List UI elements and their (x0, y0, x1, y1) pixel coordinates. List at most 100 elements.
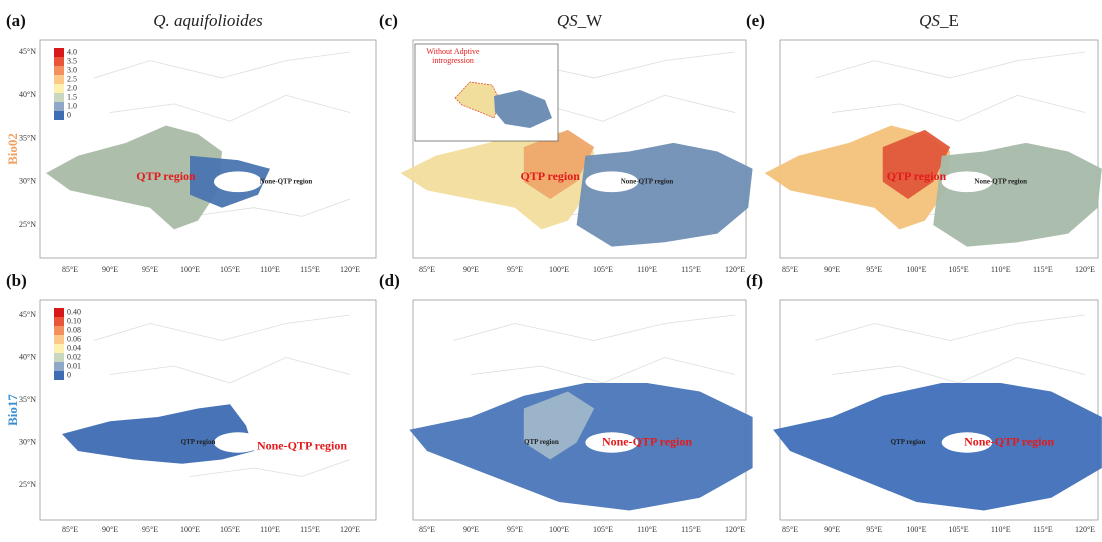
lon-tick-label: 90°E (824, 525, 840, 534)
legend-label: 1.5 (67, 92, 77, 101)
legend-label: 3.5 (67, 56, 77, 65)
legend-swatch (54, 371, 64, 380)
map-panel (765, 40, 1102, 258)
legend-label: 0.10 (67, 316, 81, 325)
lon-tick-label: 120°E (725, 525, 745, 534)
lon-tick-label: 90°E (102, 265, 118, 274)
qtp-label: QTP region (891, 438, 926, 446)
row-label: Bio02 (5, 133, 20, 165)
lon-tick-label: 85°E (782, 265, 798, 274)
lon-tick-label: 120°E (1075, 525, 1095, 534)
lat-tick-label: 40°N (19, 352, 36, 361)
basin-hole (214, 171, 262, 192)
lon-tick-label: 100°E (180, 265, 200, 274)
lon-tick-label: 100°E (549, 265, 569, 274)
title-part: _W (577, 11, 604, 30)
non-qtp-label: None-QTP region (602, 434, 692, 448)
basin-hole (214, 432, 262, 452)
legend-label: 3.0 (67, 65, 77, 74)
lon-tick-label: 120°E (725, 265, 745, 274)
legend-swatch (54, 308, 64, 317)
lon-tick-label: 95°E (866, 265, 882, 274)
panel-title: QS_W (557, 11, 603, 30)
panel-label: (d) (379, 271, 400, 290)
lon-tick-label: 100°E (180, 525, 200, 534)
lon-tick-label: 120°E (340, 525, 360, 534)
qtp-label: QTP region (181, 438, 216, 446)
lon-tick-label: 115°E (300, 265, 320, 274)
lon-tick-label: 115°E (1033, 525, 1053, 534)
lon-tick-label: 85°E (782, 525, 798, 534)
non-qtp-label: None-QTP region (257, 439, 347, 453)
lon-tick-label: 85°E (62, 525, 78, 534)
legend-swatch (54, 66, 64, 75)
lon-tick-label: 110°E (637, 525, 657, 534)
legend-swatch (54, 353, 64, 362)
lon-tick-label: 105°E (593, 265, 613, 274)
lon-tick-label: 90°E (463, 265, 479, 274)
lon-tick-label: 105°E (220, 265, 240, 274)
legend-swatch (54, 93, 64, 102)
legend-label: 0.06 (67, 334, 81, 343)
lon-tick-label: 105°E (949, 525, 969, 534)
map-panel (40, 300, 376, 520)
panel-title: Q. aquifolioides (153, 11, 263, 30)
lon-tick-label: 115°E (300, 525, 320, 534)
title-part: Q. aquifolioides (153, 11, 263, 30)
lat-tick-label: 45°N (19, 310, 36, 319)
lon-tick-label: 100°E (549, 525, 569, 534)
panel-label: (e) (746, 11, 765, 30)
lat-tick-label: 30°N (19, 437, 36, 446)
lon-tick-label: 110°E (991, 265, 1011, 274)
legend-label: 0 (67, 370, 71, 379)
lon-tick-label: 90°E (824, 265, 840, 274)
legend-label: 2.0 (67, 83, 77, 92)
legend-label: 0.02 (67, 352, 81, 361)
lat-tick-label: 40°N (19, 90, 36, 99)
legend-swatch (54, 48, 64, 57)
legend-swatch (54, 362, 64, 371)
lon-tick-label: 95°E (507, 265, 523, 274)
lon-tick-label: 100°E (906, 525, 926, 534)
inset-text: introgression (432, 56, 474, 65)
lon-tick-label: 105°E (593, 525, 613, 534)
lon-tick-label: 85°E (419, 525, 435, 534)
lon-tick-label: 95°E (142, 525, 158, 534)
lat-tick-label: 25°N (19, 480, 36, 489)
map-panel (409, 300, 752, 520)
map-panel (773, 300, 1102, 520)
legend-label: 0.04 (67, 343, 81, 352)
lon-tick-label: 95°E (142, 265, 158, 274)
qtp-label: QTP region (524, 438, 559, 446)
legend-label: 0.01 (67, 361, 81, 370)
legend-swatch (54, 111, 64, 120)
qtp-label: QTP region (887, 169, 947, 183)
legend-label: 0.08 (67, 325, 81, 334)
title-part: QS (557, 11, 578, 30)
panel-label: (f) (746, 271, 763, 290)
lat-tick-label: 35°N (19, 133, 36, 142)
non-qtp-label: None-QTP region (974, 177, 1027, 185)
lon-tick-label: 85°E (62, 265, 78, 274)
legend-swatch (54, 317, 64, 326)
non-qtp-label: None-QTP region (621, 177, 674, 185)
lon-tick-label: 110°E (991, 525, 1011, 534)
lon-tick-label: 110°E (637, 265, 657, 274)
legend-swatch (54, 84, 64, 93)
legend-label: 1.0 (67, 101, 77, 110)
title-part: QS (919, 11, 940, 30)
legend-swatch (54, 335, 64, 344)
figure: (a)Q. aquifolioidesQTP regionNone-QTP re… (0, 0, 1102, 542)
lon-tick-label: 85°E (419, 265, 435, 274)
lat-tick-label: 30°N (19, 177, 36, 186)
legend-label: 4.0 (67, 47, 77, 56)
lon-tick-label: 105°E (220, 525, 240, 534)
lon-tick-label: 120°E (340, 265, 360, 274)
legend-label: 0.40 (67, 307, 81, 316)
panel-label: (c) (379, 11, 398, 30)
lat-tick-label: 25°N (19, 220, 36, 229)
title-part: _E (939, 11, 959, 30)
legend-swatch (54, 326, 64, 335)
lon-tick-label: 110°E (260, 265, 280, 274)
non-qtp-label: None-QTP region (260, 177, 313, 185)
